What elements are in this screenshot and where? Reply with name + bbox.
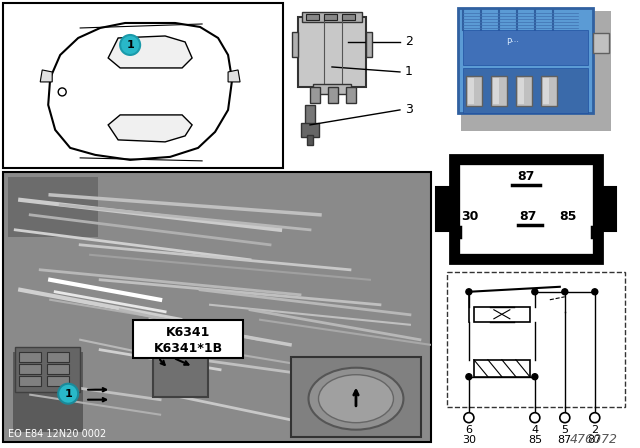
Bar bbox=[491, 76, 507, 106]
Bar bbox=[47, 364, 69, 374]
Bar bbox=[307, 135, 313, 145]
Polygon shape bbox=[108, 115, 192, 142]
Text: 1: 1 bbox=[405, 65, 413, 78]
Bar bbox=[306, 14, 319, 20]
Text: 87: 87 bbox=[588, 435, 602, 445]
Bar bbox=[342, 14, 355, 20]
Polygon shape bbox=[228, 70, 240, 82]
Bar bbox=[436, 187, 450, 231]
Text: 87: 87 bbox=[557, 435, 572, 445]
Bar bbox=[133, 320, 243, 358]
Bar bbox=[461, 11, 611, 131]
Bar bbox=[450, 155, 602, 263]
Text: P···: P··· bbox=[506, 39, 519, 47]
Bar bbox=[313, 84, 351, 94]
Text: 30: 30 bbox=[461, 210, 479, 224]
Bar bbox=[468, 78, 474, 104]
Bar bbox=[447, 272, 625, 407]
Bar bbox=[328, 87, 338, 103]
Circle shape bbox=[590, 413, 600, 422]
Text: 87: 87 bbox=[519, 210, 536, 224]
Text: 30: 30 bbox=[462, 435, 476, 445]
Bar bbox=[13, 352, 83, 432]
Bar bbox=[298, 17, 366, 87]
Bar bbox=[346, 87, 356, 103]
Polygon shape bbox=[40, 70, 52, 82]
Circle shape bbox=[58, 383, 78, 404]
Bar bbox=[301, 123, 319, 137]
Bar bbox=[302, 12, 362, 22]
Text: 85: 85 bbox=[559, 210, 577, 224]
Circle shape bbox=[464, 413, 474, 422]
Bar bbox=[19, 352, 41, 362]
Circle shape bbox=[58, 88, 66, 96]
Circle shape bbox=[466, 289, 472, 295]
Ellipse shape bbox=[319, 375, 394, 422]
Bar bbox=[305, 105, 315, 130]
Circle shape bbox=[120, 35, 140, 55]
Text: EO E84 12N20 0002: EO E84 12N20 0002 bbox=[8, 429, 106, 439]
Polygon shape bbox=[108, 36, 192, 68]
Text: 85: 85 bbox=[528, 435, 542, 445]
Text: 5: 5 bbox=[561, 425, 568, 435]
Bar bbox=[474, 360, 530, 377]
Bar bbox=[291, 357, 421, 437]
Ellipse shape bbox=[308, 368, 403, 430]
Bar bbox=[19, 364, 41, 374]
Text: 4: 4 bbox=[531, 425, 538, 435]
Bar bbox=[460, 165, 592, 253]
Text: 6: 6 bbox=[465, 425, 472, 435]
Bar bbox=[15, 347, 80, 392]
Bar bbox=[153, 357, 208, 396]
Text: 2: 2 bbox=[591, 425, 598, 435]
Bar bbox=[292, 32, 298, 57]
Bar bbox=[543, 78, 549, 104]
Bar bbox=[541, 76, 557, 106]
Circle shape bbox=[560, 413, 570, 422]
Text: 87: 87 bbox=[517, 170, 534, 183]
Text: 1: 1 bbox=[126, 40, 134, 50]
Bar bbox=[458, 8, 593, 113]
Circle shape bbox=[592, 289, 598, 295]
Text: K6341*1B: K6341*1B bbox=[154, 342, 223, 355]
Bar bbox=[463, 68, 588, 113]
Bar bbox=[463, 30, 588, 65]
Circle shape bbox=[562, 289, 568, 295]
Text: 3: 3 bbox=[405, 103, 413, 116]
Bar bbox=[47, 376, 69, 386]
Bar bbox=[518, 78, 524, 104]
Bar bbox=[47, 352, 69, 362]
Bar bbox=[366, 32, 372, 57]
Polygon shape bbox=[48, 23, 232, 160]
Text: 2: 2 bbox=[405, 35, 413, 48]
Bar bbox=[466, 76, 482, 106]
Circle shape bbox=[530, 413, 540, 422]
Bar bbox=[593, 33, 609, 53]
Bar bbox=[3, 3, 283, 168]
Bar bbox=[493, 78, 499, 104]
Text: 1: 1 bbox=[64, 389, 72, 399]
Bar bbox=[310, 87, 320, 103]
Text: K6341: K6341 bbox=[166, 326, 211, 339]
Bar bbox=[19, 376, 41, 386]
Bar bbox=[324, 14, 337, 20]
Bar bbox=[8, 177, 98, 237]
Bar bbox=[474, 307, 530, 322]
Text: 476072: 476072 bbox=[570, 433, 618, 446]
Bar bbox=[516, 76, 532, 106]
Circle shape bbox=[532, 374, 538, 380]
Bar bbox=[602, 187, 616, 231]
Circle shape bbox=[466, 374, 472, 380]
Bar bbox=[3, 172, 431, 442]
Circle shape bbox=[532, 289, 538, 295]
